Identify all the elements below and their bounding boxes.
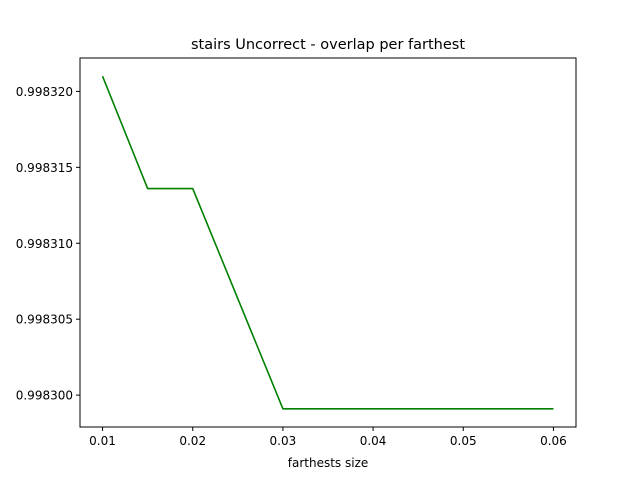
y-tick-label: 0.998300 [16, 389, 73, 403]
x-axis-label: farthests size [288, 456, 369, 470]
y-tick-label: 0.998305 [16, 313, 73, 327]
x-tick-label: 0.02 [179, 434, 206, 448]
y-tick-label: 0.998315 [16, 161, 73, 175]
x-axis-ticks: 0.01 0.02 0.03 0.04 0.05 0.06 [89, 427, 567, 448]
series-layer [101, 75, 554, 410]
x-tick-label: 0.01 [89, 434, 116, 448]
y-tick-label: 0.998320 [16, 85, 73, 99]
x-tick-label: 0.03 [270, 434, 297, 448]
y-tick-label: 0.998310 [16, 237, 73, 251]
plot-area-frame [79, 57, 577, 428]
chart-title: stairs Uncorrect - overlap per farthest [191, 37, 465, 53]
series-line [101, 75, 554, 410]
x-tick-label: 0.05 [450, 434, 477, 448]
x-tick-label: 0.06 [540, 434, 567, 448]
x-tick-label: 0.04 [360, 434, 387, 448]
y-axis-ticks: 0.998300 0.998305 0.998310 0.998315 0.998320 [16, 85, 80, 403]
